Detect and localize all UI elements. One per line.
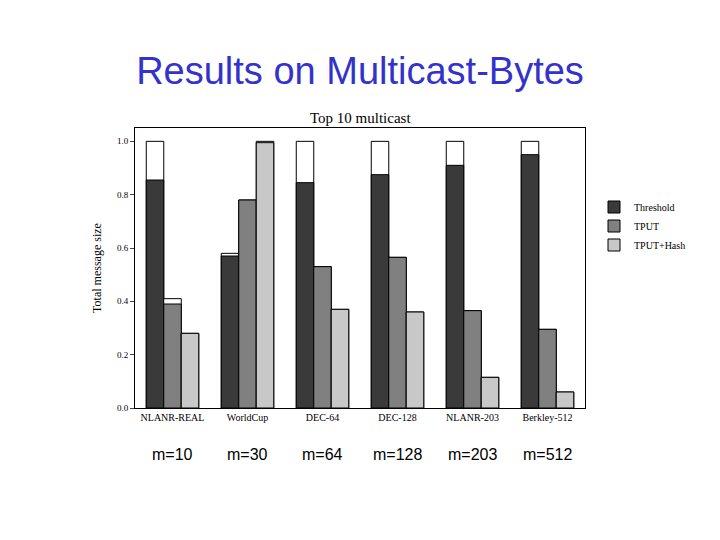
svg-text:1.0: 1.0 [117,136,129,146]
svg-text:m=30: m=30 [227,446,268,463]
svg-text:0.6: 0.6 [117,243,129,253]
svg-text:m=64: m=64 [302,446,343,463]
svg-text:Berkley-512: Berkley-512 [523,412,573,423]
svg-text:DEC-64: DEC-64 [306,412,339,423]
svg-text:0.8: 0.8 [117,190,129,200]
svg-text:WorldCup: WorldCup [227,412,268,423]
svg-text:TPUT: TPUT [634,221,659,232]
svg-text:NLANR-REAL: NLANR-REAL [141,412,205,423]
svg-text:m=203: m=203 [448,446,497,463]
svg-text:DEC-128: DEC-128 [378,412,416,423]
svg-text:m=128: m=128 [373,446,422,463]
svg-text:Results on Multicast-Bytes: Results on Multicast-Bytes [136,50,584,92]
svg-text:0.2: 0.2 [117,350,128,360]
svg-text:0.0: 0.0 [117,403,129,413]
svg-text:Top 10 multicast: Top 10 multicast [310,110,411,126]
svg-text:Threshold: Threshold [634,202,675,213]
svg-text:0.4: 0.4 [117,296,129,306]
svg-text:NLANR-203: NLANR-203 [446,412,499,423]
svg-text:Total message size: Total message size [90,223,104,313]
svg-text:m=10: m=10 [152,446,193,463]
svg-text:TPUT+Hash: TPUT+Hash [634,240,685,251]
svg-text:m=512: m=512 [523,446,572,463]
